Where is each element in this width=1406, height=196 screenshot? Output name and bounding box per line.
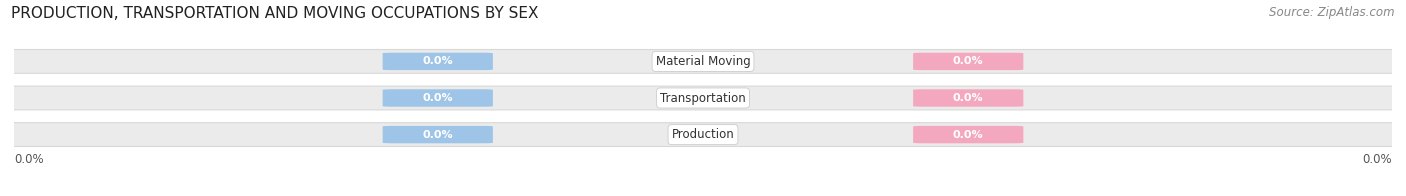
Text: 0.0%: 0.0% [422, 130, 453, 140]
Text: Material Moving: Material Moving [655, 55, 751, 68]
FancyBboxPatch shape [912, 53, 1024, 70]
FancyBboxPatch shape [382, 89, 494, 107]
FancyBboxPatch shape [4, 123, 1402, 146]
FancyBboxPatch shape [912, 126, 1024, 143]
Text: 0.0%: 0.0% [422, 56, 453, 66]
Text: 0.0%: 0.0% [953, 130, 984, 140]
FancyBboxPatch shape [912, 89, 1024, 107]
Text: 0.0%: 0.0% [953, 56, 984, 66]
FancyBboxPatch shape [382, 53, 494, 70]
Text: 0.0%: 0.0% [1362, 153, 1392, 166]
Text: Source: ZipAtlas.com: Source: ZipAtlas.com [1270, 6, 1395, 19]
Text: Production: Production [672, 128, 734, 141]
FancyBboxPatch shape [4, 86, 1402, 110]
Text: 0.0%: 0.0% [953, 93, 984, 103]
Text: Transportation: Transportation [661, 92, 745, 104]
FancyBboxPatch shape [382, 126, 494, 143]
Text: PRODUCTION, TRANSPORTATION AND MOVING OCCUPATIONS BY SEX: PRODUCTION, TRANSPORTATION AND MOVING OC… [11, 6, 538, 21]
FancyBboxPatch shape [4, 50, 1402, 73]
Text: 0.0%: 0.0% [14, 153, 44, 166]
Text: 0.0%: 0.0% [422, 93, 453, 103]
